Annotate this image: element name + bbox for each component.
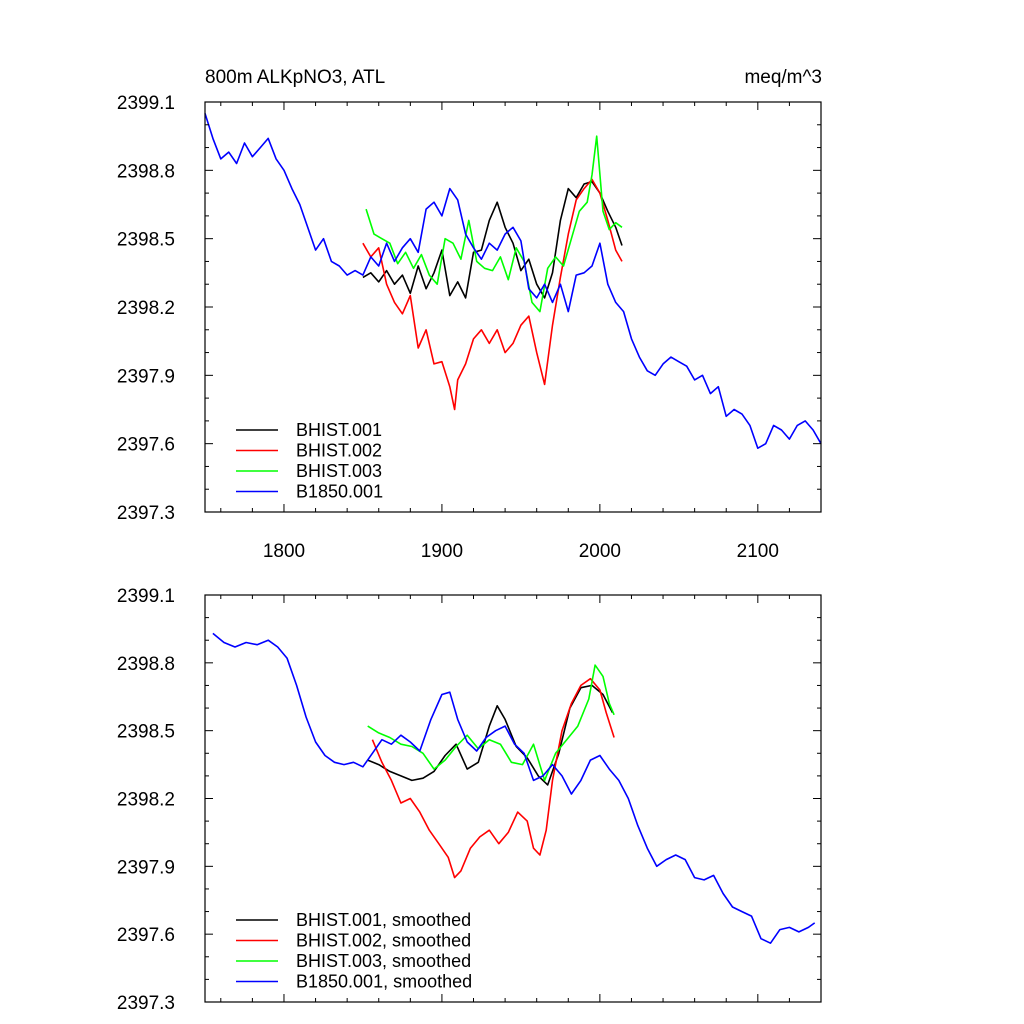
panel-1-xtick-label: 2000	[579, 541, 621, 562]
panel-2-series-lines	[212, 632, 816, 945]
panel-1-series-line-2	[362, 178, 623, 411]
panel-1-xtick-label: 1900	[421, 541, 463, 562]
panel-1-legend-label-3: BHIST.003	[296, 461, 382, 481]
panel-2-ytick-label: 2398.8	[117, 654, 175, 675]
panel-1-title: 800m ALKpNO3, ATL	[205, 67, 385, 88]
panel-2: 2397.3 2397.6 2397.9 2398.2 2398.5 2398.8 2399…	[117, 586, 822, 1014]
panel-1-legend-label-2: BHIST.002	[296, 441, 382, 461]
panel-1-ytick-label: 2398.8	[117, 161, 175, 182]
panel-1-ytick-label: 2397.9	[117, 366, 175, 387]
panel-1-units: meq/m^3	[744, 67, 822, 88]
panel-1-xtick-label: 2100	[737, 541, 779, 562]
panel-2-ytick-label: 2398.5	[117, 722, 175, 743]
panel-2-legend-label-2: BHIST.002, smoothed	[296, 931, 471, 951]
panel-1-series-line-4	[204, 113, 822, 450]
panel-2-legend-label-1: BHIST.001, smoothed	[296, 910, 471, 930]
panel-2-axes: 2397.3 2397.6 2397.9 2398.2 2398.5 2398.8 2399…	[117, 586, 822, 1014]
panel-1-legend-label-4: B1850.001	[296, 482, 383, 502]
panel-2-series-line-4	[212, 632, 816, 945]
panel-1-ytick-label: 2398.2	[117, 298, 175, 319]
panel-1-axes: 2397.3 2397.6 2397.9 2398.2 2398.5 2398.8 2399…	[117, 93, 822, 562]
panel-1-ytick-label: 2398.5	[117, 230, 175, 251]
panel-2-ytick-label: 2397.6	[117, 925, 175, 946]
panel-2-ytick-label: 2397.9	[117, 857, 175, 878]
panel-2-ytick-label: 2398.2	[117, 790, 175, 811]
panel-2-ytick-label: 2397.3	[117, 993, 175, 1014]
panel-1-xtick-label: 1800	[263, 541, 305, 562]
panel-2-legend-label-4: B1850.001, smoothed	[296, 972, 472, 992]
panel-1-series-lines	[204, 113, 822, 450]
panel-2-series-line-2	[371, 677, 615, 879]
panel-1: 800m ALKpNO3, ATL meq/m^3 2397.32397.623…	[117, 67, 822, 562]
panel-1-legend-label-1: BHIST.001	[296, 420, 382, 440]
panel-2-ytick-label: 2399.1	[117, 586, 175, 607]
panel-1-ytick-label: 2397.3	[117, 503, 175, 524]
panel-2-legend-label-3: BHIST.003, smoothed	[296, 951, 471, 971]
panel-2-series-line-3	[367, 664, 615, 782]
panel-1-series-line-3	[365, 135, 623, 313]
panel-1-series-line-1	[362, 180, 623, 299]
panel-1-ytick-label: 2397.6	[117, 435, 175, 456]
panel-1-ytick-label: 2399.1	[117, 93, 175, 114]
